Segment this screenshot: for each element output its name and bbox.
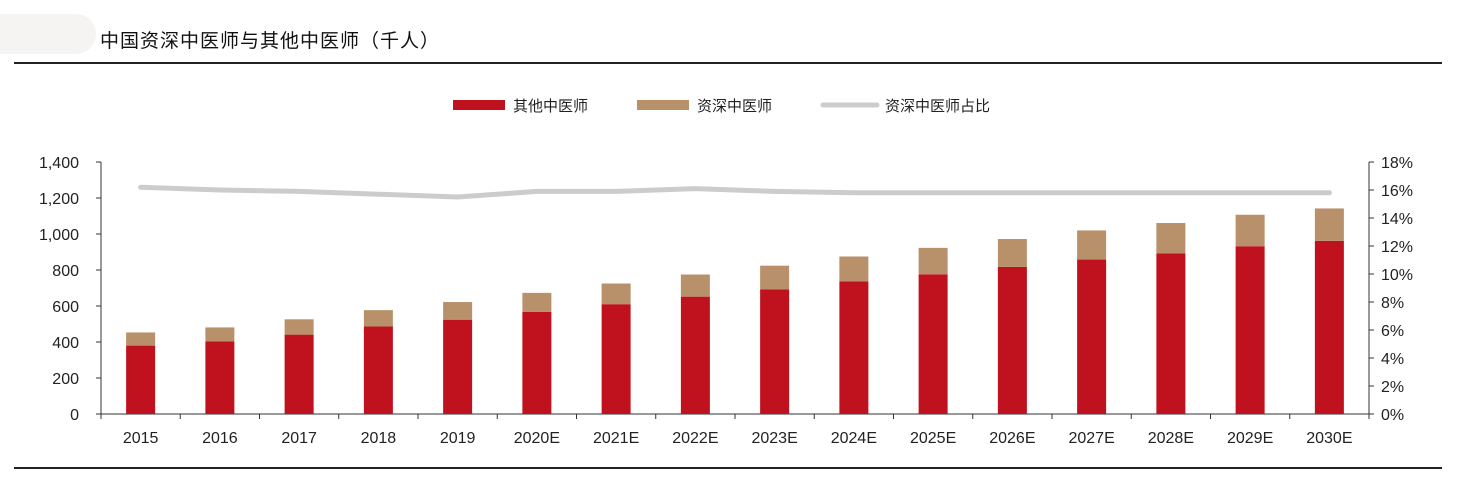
x-tick-label: 2023E xyxy=(751,430,797,447)
bar-other-tcm xyxy=(760,289,790,414)
bar-senior-tcm xyxy=(522,292,552,312)
legend-swatch-0 xyxy=(453,100,505,110)
bar-senior-tcm xyxy=(1077,230,1107,260)
bar-senior-tcm xyxy=(126,332,156,346)
title-decoration xyxy=(0,14,96,54)
y-tick-label: 1,000 xyxy=(39,227,79,244)
x-tick-label: 2017 xyxy=(281,430,317,447)
ratio-line-series xyxy=(138,184,1332,200)
y-tick-label: 800 xyxy=(52,263,79,280)
x-tick-label: 2016 xyxy=(202,430,238,447)
bar-senior-tcm xyxy=(839,256,869,282)
bar-senior-tcm xyxy=(997,239,1027,267)
y2-tick-label: 14% xyxy=(1381,211,1413,228)
x-tick-label: 2020E xyxy=(514,430,560,447)
bar-other-tcm xyxy=(601,304,631,414)
bar-senior-tcm xyxy=(443,302,473,320)
bar-other-tcm xyxy=(126,345,156,414)
y-axis-left: 0 200 400 600 800 1,000 1,200 1,400 xyxy=(39,155,102,424)
bar-other-tcm xyxy=(680,296,710,414)
page-title: 中国资深中医师与其他中医师（千人） xyxy=(100,30,441,52)
x-tick-label: 2029E xyxy=(1227,430,1273,447)
y2-tick-label: 8% xyxy=(1381,295,1404,312)
bar-other-tcm xyxy=(997,266,1027,414)
bar-senior-tcm xyxy=(680,274,710,297)
legend-label-2: 资深中医师占比 xyxy=(885,97,990,115)
bar-senior-tcm xyxy=(363,310,393,327)
bottom-divider xyxy=(14,467,1442,469)
bar-other-tcm xyxy=(1156,253,1186,414)
y2-tick-label: 2% xyxy=(1381,379,1404,396)
bar-other-tcm xyxy=(1235,246,1265,414)
y2-tick-label: 4% xyxy=(1381,351,1404,368)
x-tick-label: 2028E xyxy=(1148,430,1194,447)
x-tick-label: 2027E xyxy=(1068,430,1114,447)
y2-tick-label: 0% xyxy=(1381,407,1404,424)
y-tick-label: 1,200 xyxy=(39,191,79,208)
ratio-line xyxy=(138,184,1332,200)
x-tick-label: 2022E xyxy=(672,430,718,447)
bar-other-tcm xyxy=(1314,240,1344,414)
bar-other-tcm xyxy=(205,341,235,414)
bar-senior-tcm xyxy=(205,327,235,342)
x-tick-label: 2018 xyxy=(361,430,397,447)
y2-tick-label: 16% xyxy=(1381,183,1413,200)
bar-other-tcm xyxy=(1077,259,1107,414)
bar-senior-tcm xyxy=(1156,223,1186,254)
x-tick-label: 2015 xyxy=(123,430,159,447)
y-tick-label: 200 xyxy=(52,371,79,388)
bar-other-tcm xyxy=(522,311,552,414)
bar-other-tcm xyxy=(363,326,393,414)
x-tick-label: 2021E xyxy=(593,430,639,447)
legend-swatch-1 xyxy=(637,100,689,110)
y-tick-label: 600 xyxy=(52,299,79,316)
bar-senior-tcm xyxy=(1314,208,1344,241)
y2-tick-label: 12% xyxy=(1381,239,1413,256)
bar-other-tcm xyxy=(839,281,869,414)
y-tick-label: 0 xyxy=(70,407,79,424)
bar-other-tcm xyxy=(284,334,314,414)
y2-tick-label: 18% xyxy=(1381,155,1413,172)
chart-legend: 其他中医师 资深中医师 资深中医师占比 xyxy=(453,97,990,115)
x-tick-label: 2030E xyxy=(1306,430,1352,447)
bar-senior-tcm xyxy=(1235,214,1265,247)
y-axis-right: 0% 2% 4% 6% 8% 10% 12% 14% 16% 18% xyxy=(1368,155,1413,424)
y2-tick-label: 6% xyxy=(1381,323,1404,340)
top-divider xyxy=(14,62,1442,64)
legend-label-1: 资深中医师 xyxy=(697,97,772,115)
bar-senior-tcm xyxy=(284,319,314,335)
x-tick-label: 2025E xyxy=(910,430,956,447)
bar-senior-tcm xyxy=(918,247,948,275)
legend-label-0: 其他中医师 xyxy=(513,97,588,115)
x-tick-label: 2026E xyxy=(989,430,1035,447)
bar-senior-tcm xyxy=(601,283,631,305)
x-tick-label: 2024E xyxy=(831,430,877,447)
bar-other-tcm xyxy=(443,319,473,414)
bar-other-tcm xyxy=(918,274,948,414)
bar-series xyxy=(126,208,1344,414)
y2-tick-label: 10% xyxy=(1381,267,1413,284)
x-tick-label: 2019 xyxy=(440,430,476,447)
y-tick-label: 400 xyxy=(52,335,79,352)
y-tick-label: 1,400 xyxy=(39,155,79,172)
x-axis: 2015 2016 2017 2018 2019 2020E 2021E 2022E 2023E… xyxy=(100,413,1370,447)
bar-senior-tcm xyxy=(760,265,790,290)
